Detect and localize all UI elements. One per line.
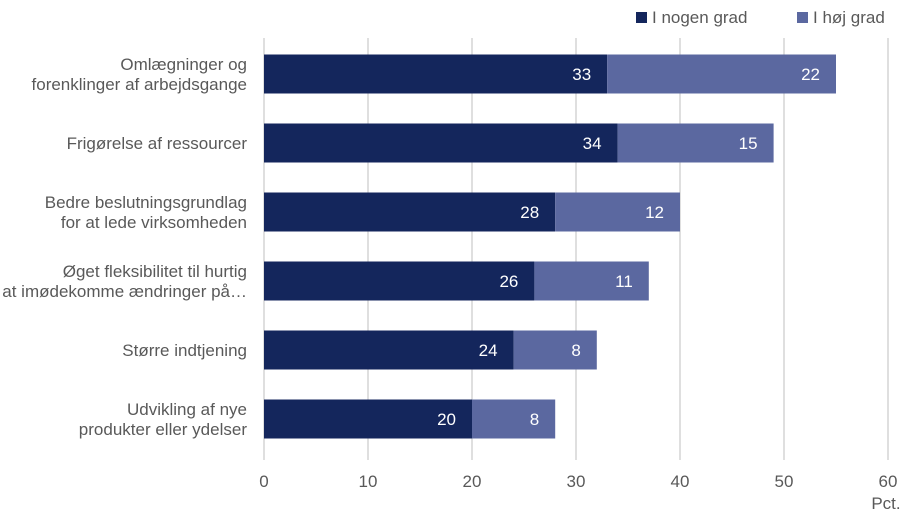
legend-swatch: [797, 12, 808, 23]
bar-segment-hoej-grad: [534, 261, 649, 301]
bar-segment-nogen-grad: [264, 123, 618, 163]
category-label-line: Større indtjening: [122, 341, 247, 360]
bar-segment-hoej-grad: [607, 54, 836, 94]
bar-value-label: 34: [583, 134, 602, 153]
bar-segment-hoej-grad: [555, 192, 680, 232]
bar-value-label: 8: [571, 341, 580, 360]
category-label: Bedre beslutningsgrundlag for at lede vir…: [45, 193, 247, 232]
bar-value-label: 26: [499, 272, 518, 291]
bar-value-label: 20: [437, 410, 456, 429]
category-label-line: for at lede virksomheden: [61, 213, 247, 232]
bar-segment-nogen-grad: [264, 54, 608, 94]
x-tick-label: 0: [259, 472, 268, 491]
legend-swatch: [636, 12, 647, 23]
category-label: Udvikling af nye produkter eller ydelser: [79, 400, 248, 439]
category-label-line: produkter eller ydelser: [79, 420, 248, 439]
bar-segment-nogen-grad: [264, 330, 514, 370]
bar-value-label: 33: [572, 65, 591, 84]
legend-label: I nogen grad: [652, 8, 747, 27]
category-label-line: Udvikling af nye: [127, 400, 247, 419]
legend: I nogen grad I høj grad: [636, 8, 885, 27]
category-label-line: at imødekomme ændringer på…: [2, 282, 247, 301]
x-tick-label: 20: [463, 472, 482, 491]
category-label: Øget fleksibilitet til hurtig at imødekom…: [2, 262, 247, 301]
gridlines: [263, 38, 889, 460]
bar-value-label: 15: [739, 134, 758, 153]
x-tick-label: 30: [567, 472, 586, 491]
bar-value-label: 11: [615, 272, 633, 291]
bar-value-label: 24: [479, 341, 498, 360]
bar-value-label: 28: [520, 203, 539, 222]
bar-segment-hoej-grad: [617, 123, 774, 163]
legend-label: I høj grad: [813, 8, 885, 27]
bar-value-label: 12: [645, 203, 664, 222]
category-label-line: Bedre beslutningsgrundlag: [45, 193, 247, 212]
bars: 33 22 34 15 28 12 26 11 24 8 20 8: [264, 54, 836, 439]
bar-segment-nogen-grad: [264, 192, 556, 232]
bar-value-label: 22: [801, 65, 820, 84]
bar-segment-hoej-grad: [472, 399, 556, 439]
bar-value-label: 8: [530, 410, 539, 429]
bar-segment-nogen-grad: [264, 261, 535, 301]
category-label-line: Omlægninger og: [120, 55, 247, 74]
bar-segment-hoej-grad: [513, 330, 597, 370]
category-labels: Omlægninger og forenklinger af arbejdsgan…: [2, 55, 247, 439]
category-label: Større indtjening: [122, 341, 247, 360]
category-label: Omlægninger og forenklinger af arbejdsgan…: [32, 55, 247, 94]
category-label: Frigørelse af ressourcer: [67, 134, 248, 153]
category-label-line: forenklinger af arbejdsgange: [32, 75, 247, 94]
x-axis-ticks: 0 10 20 30 40 50 60 Pct.: [259, 472, 900, 513]
x-tick-label: 40: [671, 472, 690, 491]
x-tick-label: 10: [359, 472, 378, 491]
category-label-line: Frigørelse af ressourcer: [67, 134, 248, 153]
category-label-line: Øget fleksibilitet til hurtig: [63, 262, 247, 281]
bar-segment-nogen-grad: [264, 399, 472, 439]
x-tick-label: 60: [879, 472, 898, 491]
x-tick-label: 50: [775, 472, 794, 491]
x-unit-label: Pct.: [871, 494, 900, 510]
